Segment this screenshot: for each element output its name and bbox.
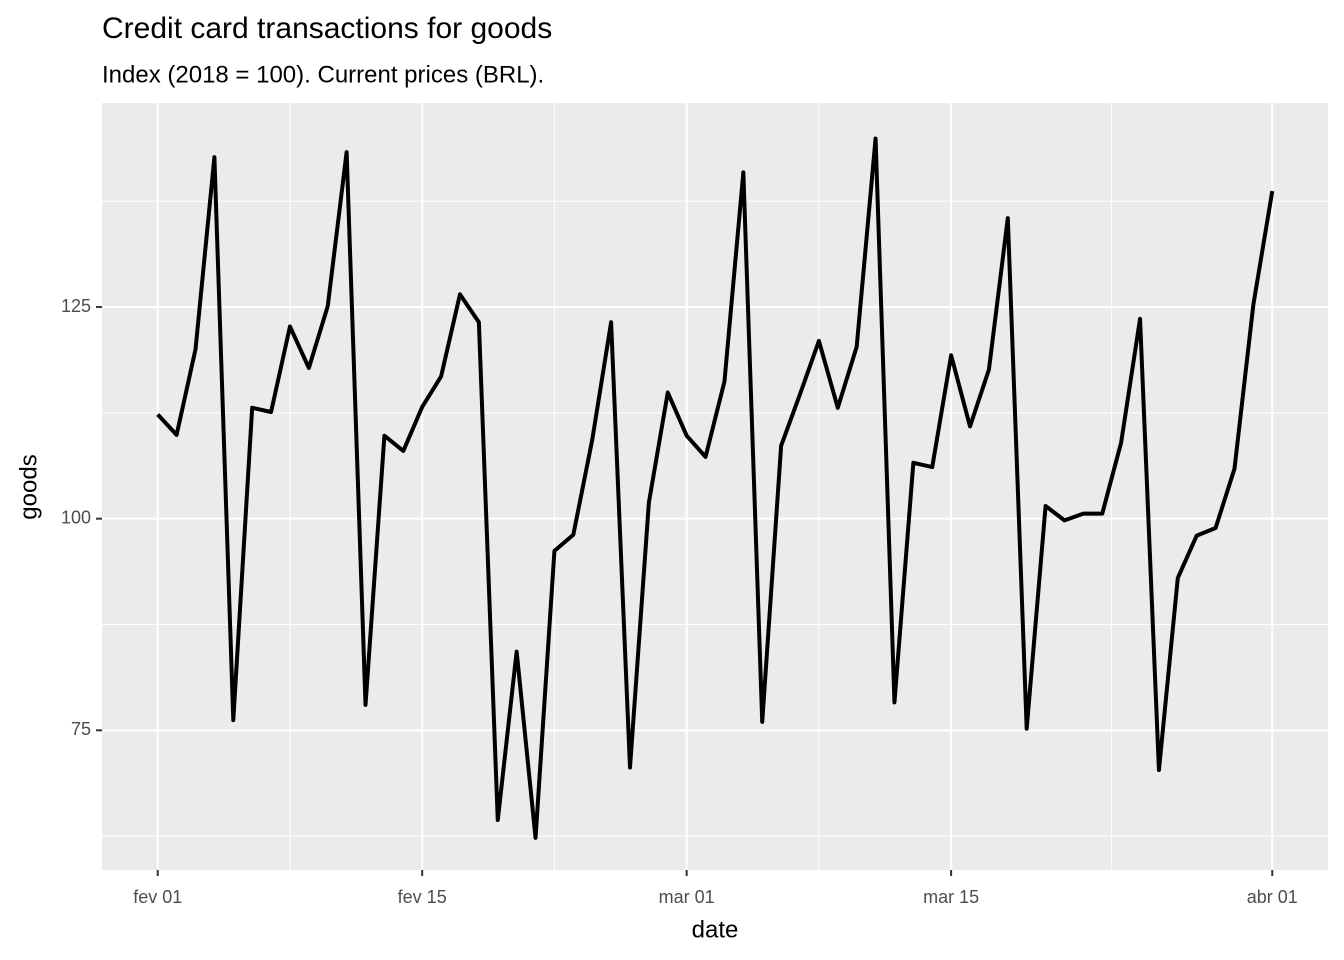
- x-tick-label: abr 01: [1247, 887, 1298, 907]
- y-tick-label: 100: [61, 507, 91, 527]
- x-tick-label: mar 01: [659, 887, 715, 907]
- y-tick-label: 75: [71, 719, 91, 739]
- x-tick-label: fev 15: [398, 887, 447, 907]
- y-axis-title: goods: [15, 454, 42, 519]
- x-tick-label: fev 01: [133, 887, 182, 907]
- chart-title: Credit card transactions for goods: [102, 12, 552, 45]
- x-tick-label: mar 15: [923, 887, 979, 907]
- x-axis-title: date: [692, 916, 739, 943]
- panel: [102, 103, 1328, 870]
- chart-subtitle: Index (2018 = 100). Current prices (BRL)…: [102, 61, 544, 88]
- y-tick-label: 125: [61, 296, 91, 316]
- data-line: [156, 136, 1275, 840]
